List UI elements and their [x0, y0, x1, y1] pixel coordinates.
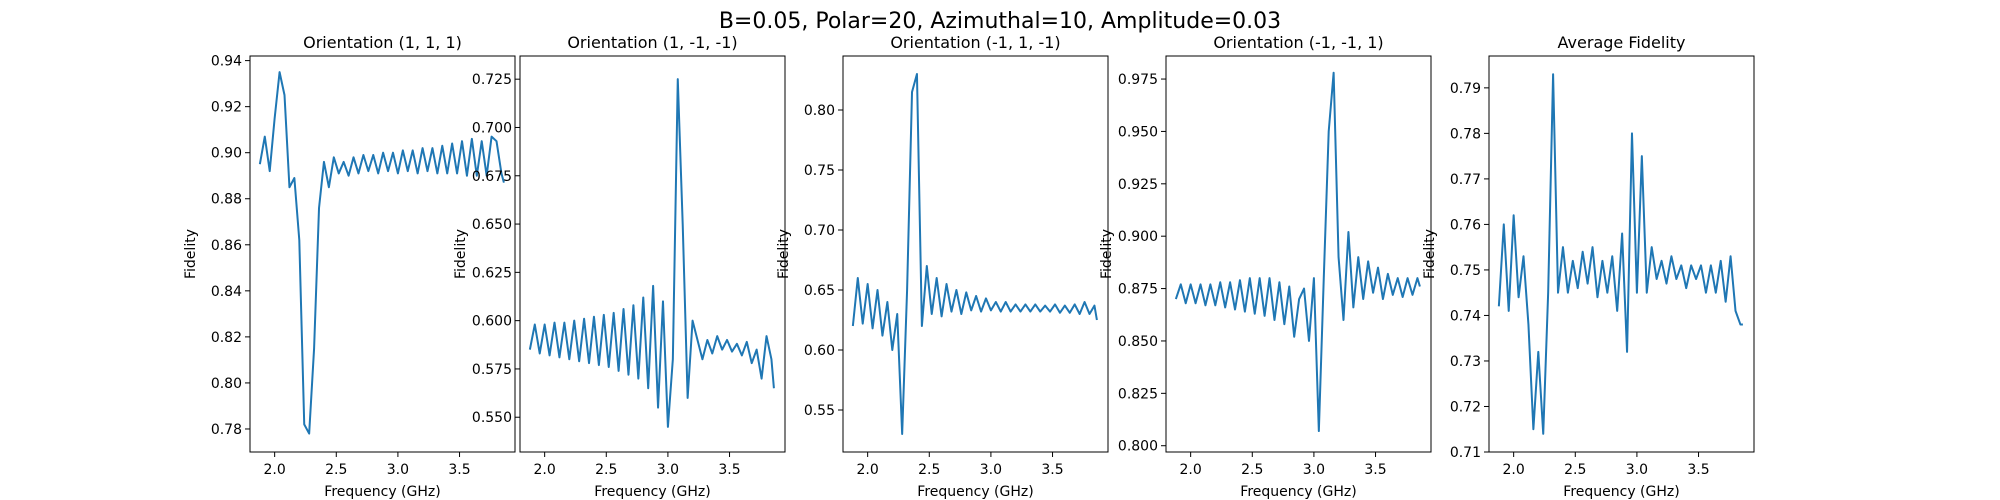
- series-line: [258, 71, 505, 435]
- axes-frame: [842, 55, 1109, 453]
- y-tick-label: 0.850: [1118, 334, 1158, 350]
- x-tick-label: 3.5: [1687, 462, 1709, 478]
- y-tick-label: 0.92: [211, 100, 242, 116]
- x-axis-label: Frequency (GHz): [594, 484, 710, 500]
- x-tick-label: 3.0: [657, 462, 679, 478]
- x-axis-label: Frequency (GHz): [324, 484, 440, 500]
- figure-title: B=0.05, Polar=20, Azimuthal=10, Amplitud…: [719, 9, 1281, 34]
- y-tick-label: 0.925: [1118, 177, 1158, 193]
- y-tick-label: 0.650: [472, 217, 512, 233]
- x-tick-label: 3.5: [1041, 462, 1063, 478]
- y-tick-label: 0.800: [1118, 439, 1158, 455]
- plot-area: [520, 56, 785, 452]
- y-tick-label: 0.94: [211, 54, 242, 70]
- y-tick-label: 0.78: [211, 422, 242, 438]
- series-line: [528, 78, 775, 428]
- y-tick-label: 0.74: [1450, 308, 1481, 324]
- y-tick-label: 0.80: [804, 103, 835, 119]
- subplot-title: Orientation (1, -1, -1): [567, 33, 737, 52]
- subplot-title: Orientation (1, 1, 1): [303, 33, 462, 52]
- y-tick-label: 0.76: [1450, 217, 1481, 233]
- y-tick-label: 0.675: [472, 169, 512, 185]
- x-tick-label: 3.0: [387, 462, 409, 478]
- y-tick-label: 0.975: [1118, 72, 1158, 88]
- x-tick-label: 2.5: [1241, 462, 1263, 478]
- y-tick-label: 0.550: [472, 410, 512, 426]
- y-tick-label: 0.65: [804, 283, 835, 299]
- y-tick-label: 0.77: [1450, 172, 1481, 188]
- x-tick-label: 3.5: [1364, 462, 1386, 478]
- y-axis-label: Fidelity: [776, 229, 792, 279]
- y-tick-label: 0.950: [1118, 124, 1158, 140]
- y-tick-label: 0.725: [472, 72, 512, 88]
- y-axis-label: Fidelity: [453, 229, 469, 279]
- y-tick-label: 0.79: [1450, 81, 1481, 97]
- y-tick-label: 0.90: [211, 146, 242, 162]
- y-tick-label: 0.70: [804, 223, 835, 239]
- subplot-title: Orientation (-1, -1, 1): [1213, 33, 1383, 52]
- x-tick-label: 2.0: [857, 462, 879, 478]
- x-tick-label: 2.5: [1564, 462, 1586, 478]
- y-tick-label: 0.78: [1450, 126, 1481, 142]
- axes-frame: [1165, 55, 1432, 453]
- y-tick-label: 0.71: [1450, 445, 1481, 461]
- y-axis-label: Fidelity: [1099, 229, 1115, 279]
- series-line: [1497, 73, 1743, 435]
- y-tick-label: 0.875: [1118, 282, 1158, 298]
- plot-area: [843, 56, 1108, 452]
- y-tick-label: 0.825: [1118, 386, 1158, 402]
- x-tick-label: 2.5: [918, 462, 940, 478]
- subplot-grid: 2.0 2.5 3.0 3.5 0.78 0.80 0.82 0.84 0.86 0.88 0.90…: [183, 33, 1755, 500]
- x-tick-label: 3.5: [448, 462, 470, 478]
- subplot-4: 2.0 2.5 3.0 3.5 0.800 0.825 0.850 0.875 0.900 0.9…: [1099, 33, 1432, 500]
- x-tick-label: 2.0: [534, 462, 556, 478]
- y-tick-label: 0.84: [211, 284, 242, 300]
- y-tick-label: 0.55: [804, 403, 835, 419]
- y-tick-label: 0.72: [1450, 399, 1481, 415]
- y-tick-label: 0.700: [472, 120, 512, 136]
- series-line: [851, 73, 1098, 435]
- x-tick-label: 2.5: [595, 462, 617, 478]
- axes-frame: [1488, 55, 1755, 453]
- x-axis-label: Frequency (GHz): [1563, 484, 1679, 500]
- x-tick-label: 3.0: [1626, 462, 1648, 478]
- y-tick-label: 0.575: [472, 362, 512, 378]
- axes-frame: [519, 55, 786, 453]
- y-axis-label: Fidelity: [183, 229, 199, 279]
- x-tick-label: 3.0: [1303, 462, 1325, 478]
- y-tick-label: 0.75: [804, 163, 835, 179]
- y-axis-label: Fidelity: [1422, 229, 1438, 279]
- y-tick-label: 0.88: [211, 192, 242, 208]
- y-tick-label: 0.73: [1450, 354, 1481, 370]
- x-tick-label: 2.0: [1503, 462, 1525, 478]
- x-tick-label: 3.5: [718, 462, 740, 478]
- axes-frame: [249, 55, 516, 453]
- y-tick-label: 0.86: [211, 238, 242, 254]
- subplot-5: 2.0 2.5 3.0 3.5 0.71 0.72 0.73 0.74 0.75 0.76 0.77…: [1422, 33, 1755, 500]
- y-tick-label: 0.82: [211, 330, 242, 346]
- series-line: [1174, 71, 1421, 433]
- subplot-title: Average Fidelity: [1558, 33, 1686, 52]
- y-tick-label: 0.80: [211, 376, 242, 392]
- x-tick-label: 2.5: [325, 462, 347, 478]
- x-axis-label: Frequency (GHz): [917, 484, 1033, 500]
- plot-area: [250, 56, 515, 452]
- y-tick-label: 0.900: [1118, 229, 1158, 245]
- x-tick-label: 2.0: [264, 462, 286, 478]
- y-tick-label: 0.600: [472, 314, 512, 330]
- subplot-2: 2.0 2.5 3.0 3.5 0.550 0.575 0.600 0.625 0.650 0.6…: [453, 33, 786, 500]
- x-tick-label: 3.0: [980, 462, 1002, 478]
- x-axis-label: Frequency (GHz): [1240, 484, 1356, 500]
- x-tick-label: 2.0: [1180, 462, 1202, 478]
- subplot-1: 2.0 2.5 3.0 3.5 0.78 0.80 0.82 0.84 0.86 0.88 0.90…: [183, 33, 516, 500]
- plot-area: [1166, 56, 1431, 452]
- y-tick-label: 0.625: [472, 265, 512, 281]
- subplot-3: 2.0 2.5 3.0 3.5 0.55 0.60 0.65 0.70 0.75 0.80 Orie…: [776, 33, 1109, 500]
- subplot-title: Orientation (-1, 1, -1): [890, 33, 1060, 52]
- y-tick-label: 0.60: [804, 343, 835, 359]
- y-tick-label: 0.75: [1450, 263, 1481, 279]
